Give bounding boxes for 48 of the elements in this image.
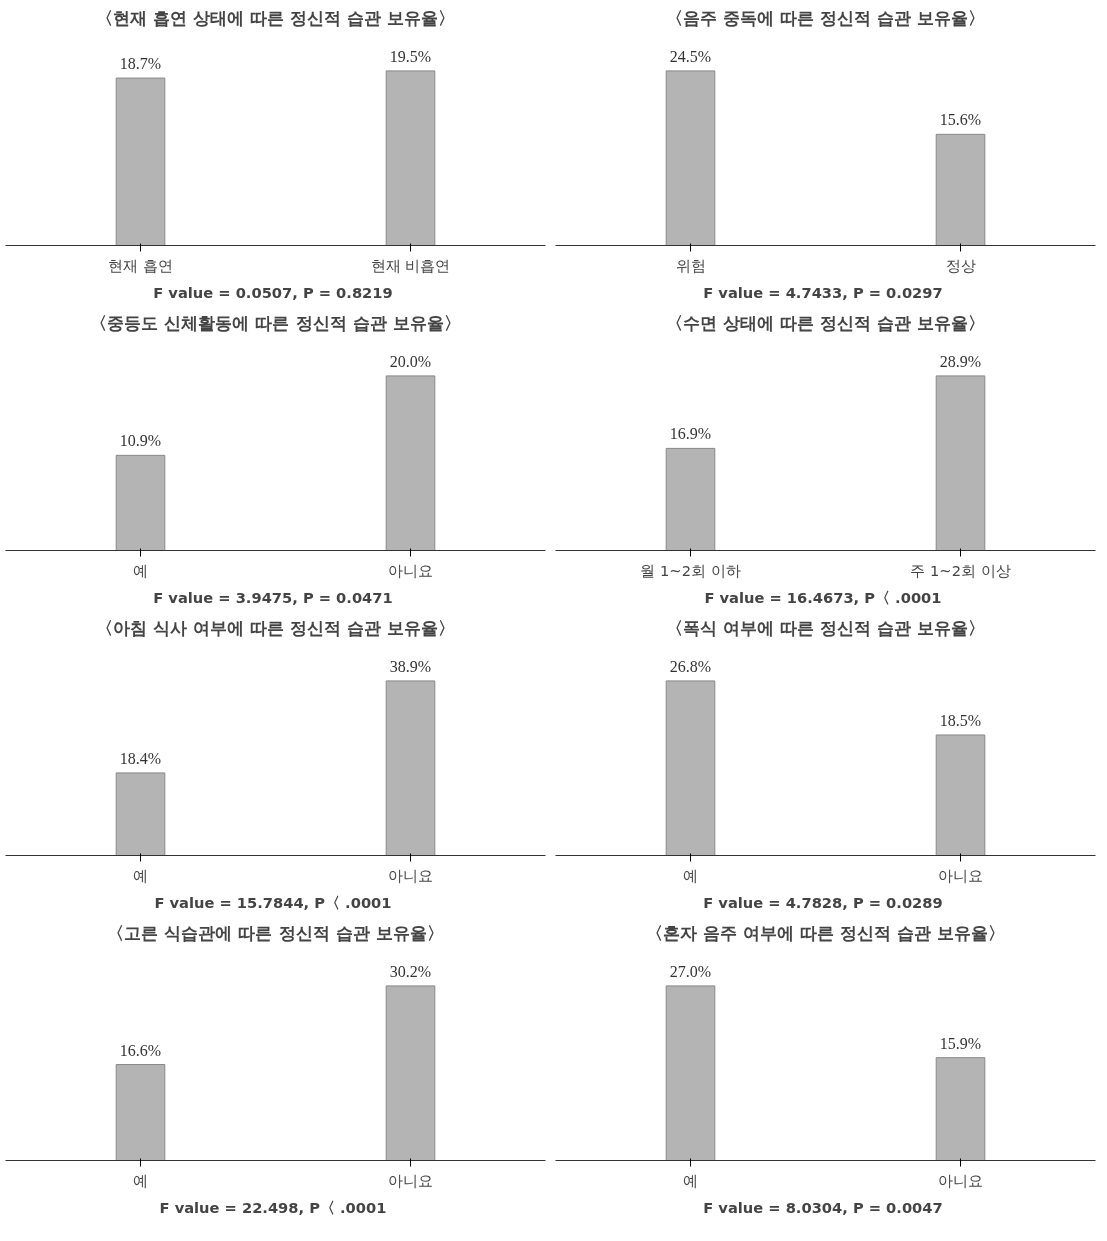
text: F value = 4.7828, P = 0.0289 [703,893,943,911]
x-tick-label: 예 [683,1171,698,1189]
text: F value = 15.7844, P〈 .0001 [154,893,392,911]
x-tick-label: 위험 [675,256,706,274]
x-tick-label: 예 [683,866,698,884]
x-tick-label: 현재 비흡연 [370,256,451,274]
chart-title: 〈현재 흡연 상태에 따른 정신적 습관 보유율〉 [95,7,456,28]
data-label: 15.9% [939,1034,982,1052]
chart-title: 〈고른 식습관에 따른 정신적 습관 보유율〉 [107,922,444,943]
data-label: 15.6% [939,111,982,129]
text: F value = 0.0507, P = 0.8219 [153,283,393,301]
text: F value = 22.498, P〈 .0001 [159,1198,387,1216]
data-label: 20.0% [389,352,432,370]
chart-title: 〈음주 중독에 따른 정신적 습관 보유율〉 [665,7,986,28]
x-tick-label: 월 1~2회 이하 [640,561,741,579]
chart-title: 〈폭식 여부에 따른 정신적 습관 보유율〉 [665,617,986,638]
x-tick-label: 아니요 [388,866,433,884]
data-label: 18.5% [939,711,982,729]
chart-title: 〈중등도 신체활동에 따른 정신적 습관 보유율〉 [90,312,461,333]
data-label: 28.9% [939,352,982,370]
data-label: 18.4% [119,749,162,767]
data-label: 10.9% [119,432,162,450]
chart-title: 〈혼자 음주 여부에 따른 정신적 습관 보유율〉 [645,922,1006,943]
data-label: 16.9% [669,425,712,443]
chart-title: 〈수면 상태에 따른 정신적 습관 보유율〉 [665,312,986,333]
text: F value = 4.7433, P = 0.0297 [703,283,943,301]
x-tick-label: 현재 흡연 [108,256,173,274]
data-label: 19.5% [389,47,432,65]
x-tick-label: 정상 [945,256,976,274]
data-label: 26.8% [669,657,712,675]
x-tick-label: 아니요 [388,1171,433,1189]
data-label: 30.2% [389,962,432,980]
x-tick-label: 아니요 [938,866,983,884]
x-tick-label: 아니요 [938,1171,983,1189]
data-label: 24.5% [669,47,712,65]
text: F value = 3.9475, P = 0.0471 [153,588,393,606]
data-label: 27.0% [669,962,712,980]
text: F value = 16.4673, P〈 .0001 [704,588,942,606]
x-tick-label: 주 1~2회 이상 [910,561,1011,579]
x-tick-label: 예 [133,561,148,579]
x-tick-label: 아니요 [388,561,433,579]
data-label: 38.9% [389,657,432,675]
x-tick-label: 예 [133,1171,148,1189]
chart-title: 〈아침 식사 여부에 따른 정신적 습관 보유율〉 [95,617,456,638]
data-label: 18.7% [119,55,162,73]
text: F value = 8.0304, P = 0.0047 [703,1198,943,1216]
data-label: 16.6% [119,1041,162,1059]
x-tick-label: 예 [133,866,148,884]
